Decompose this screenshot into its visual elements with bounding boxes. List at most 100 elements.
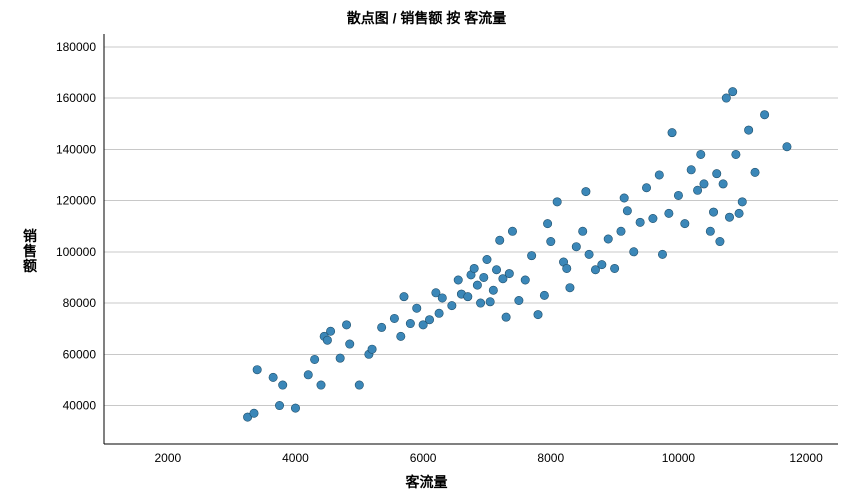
scatter-point bbox=[665, 209, 673, 217]
scatter-point bbox=[674, 191, 682, 199]
scatter-point bbox=[783, 143, 791, 151]
scatter-point bbox=[582, 187, 590, 195]
scatter-point bbox=[709, 208, 717, 216]
scatter-point bbox=[623, 207, 631, 215]
scatter-point bbox=[735, 209, 743, 217]
scatter-point bbox=[470, 264, 478, 272]
scatter-point bbox=[505, 269, 513, 277]
scatter-point bbox=[579, 227, 587, 235]
scatter-point bbox=[687, 166, 695, 174]
scatter-point bbox=[700, 180, 708, 188]
scatter-point bbox=[713, 169, 721, 177]
scatter-point bbox=[355, 381, 363, 389]
scatter-point bbox=[425, 316, 433, 324]
x-tick-label: 6000 bbox=[410, 451, 437, 465]
plot-svg: 40000 60000 80000 100000 120000 140000 160000 1… bbox=[0, 0, 853, 503]
scatter-point bbox=[413, 304, 421, 312]
scatter-point bbox=[681, 219, 689, 227]
scatter-point bbox=[547, 237, 555, 245]
scatter-point bbox=[649, 214, 657, 222]
scatter-point bbox=[668, 128, 676, 136]
scatter-point bbox=[610, 264, 618, 272]
scatter-point bbox=[317, 381, 325, 389]
scatter-point bbox=[342, 321, 350, 329]
scatter-point bbox=[572, 242, 580, 250]
scatter-point bbox=[697, 150, 705, 158]
y-tick-label: 160000 bbox=[56, 91, 96, 105]
scatter-point bbox=[304, 371, 312, 379]
scatter-point bbox=[269, 373, 277, 381]
scatter-point bbox=[473, 281, 481, 289]
scatter-chart: 散点图 / 销售额 按 客流量 销售额 40000600008000010000… bbox=[0, 0, 853, 503]
scatter-point bbox=[400, 292, 408, 300]
scatter-point bbox=[630, 248, 638, 256]
scatter-point bbox=[336, 354, 344, 362]
scatter-point bbox=[553, 198, 561, 206]
scatter-point bbox=[617, 227, 625, 235]
scatter-point bbox=[489, 286, 497, 294]
scatter-point bbox=[527, 251, 535, 259]
scatter-point bbox=[438, 294, 446, 302]
y-tick-label: 120000 bbox=[56, 194, 96, 208]
scatter-point bbox=[454, 276, 462, 284]
scatter-point bbox=[253, 365, 261, 373]
scatter-point bbox=[368, 345, 376, 353]
scatter-point bbox=[604, 235, 612, 243]
scatter-point bbox=[543, 219, 551, 227]
scatter-point bbox=[585, 250, 593, 258]
scatter-point bbox=[636, 218, 644, 226]
scatter-point bbox=[250, 409, 258, 417]
scatter-point bbox=[346, 340, 354, 348]
scatter-point bbox=[719, 180, 727, 188]
y-tick-label: 140000 bbox=[56, 142, 96, 156]
scatter-point bbox=[744, 126, 752, 134]
scatter-point bbox=[620, 194, 628, 202]
scatter-point bbox=[655, 171, 663, 179]
scatter-point bbox=[732, 150, 740, 158]
x-tick-label: 2000 bbox=[154, 451, 181, 465]
x-tick-label: 8000 bbox=[537, 451, 564, 465]
scatter-point bbox=[397, 332, 405, 340]
scatter-point bbox=[760, 111, 768, 119]
scatter-point bbox=[706, 227, 714, 235]
scatter-point bbox=[508, 227, 516, 235]
scatter-point bbox=[406, 319, 414, 327]
y-tick-label: 100000 bbox=[56, 245, 96, 259]
scatter-point bbox=[716, 237, 724, 245]
y-tick-label: 40000 bbox=[63, 399, 97, 413]
scatter-point bbox=[464, 292, 472, 300]
scatter-point bbox=[693, 186, 701, 194]
y-tick-label: 60000 bbox=[63, 347, 97, 361]
scatter-point bbox=[480, 273, 488, 281]
scatter-point bbox=[377, 323, 385, 331]
scatter-point bbox=[291, 404, 299, 412]
scatter-point bbox=[390, 314, 398, 322]
scatter-point bbox=[326, 327, 334, 335]
scatter-point bbox=[323, 336, 331, 344]
scatter-point bbox=[563, 264, 571, 272]
scatter-point bbox=[279, 381, 287, 389]
x-axis-label: 客流量 bbox=[0, 472, 853, 492]
scatter-point bbox=[521, 276, 529, 284]
scatter-point bbox=[598, 260, 606, 268]
scatter-point bbox=[738, 198, 746, 206]
scatter-point bbox=[534, 310, 542, 318]
x-tick-label: 10000 bbox=[662, 451, 696, 465]
x-tick-label: 12000 bbox=[789, 451, 823, 465]
scatter-point bbox=[566, 283, 574, 291]
scatter-point bbox=[725, 213, 733, 221]
scatter-point bbox=[722, 94, 730, 102]
y-tick-label: 80000 bbox=[63, 296, 97, 310]
x-tick-label: 4000 bbox=[282, 451, 309, 465]
scatter-point bbox=[275, 401, 283, 409]
scatter-point bbox=[642, 184, 650, 192]
scatter-point bbox=[483, 255, 491, 263]
scatter-point bbox=[435, 309, 443, 317]
scatter-point bbox=[486, 298, 494, 306]
scatter-point bbox=[751, 168, 759, 176]
y-tick-label: 180000 bbox=[56, 40, 96, 54]
scatter-point bbox=[728, 87, 736, 95]
scatter-point bbox=[502, 313, 510, 321]
scatter-point bbox=[448, 301, 456, 309]
scatter-point bbox=[476, 299, 484, 307]
